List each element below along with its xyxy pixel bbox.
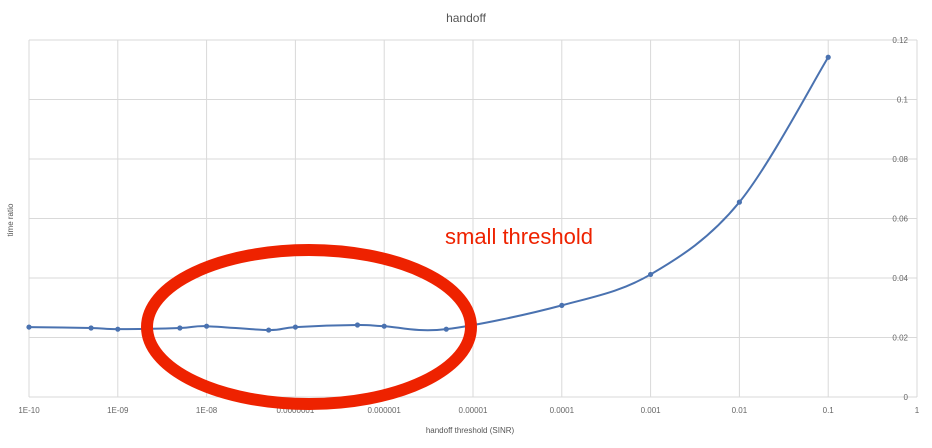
data-point xyxy=(559,302,565,308)
data-point xyxy=(266,327,272,333)
y-axis-label: time ratio xyxy=(6,203,15,236)
x-tick-label: 0.0000001 xyxy=(276,406,314,415)
data-point xyxy=(177,325,183,331)
x-tick-label: 1E-10 xyxy=(18,406,40,415)
y-tick-label: 0.06 xyxy=(892,215,908,224)
x-tick-label: 0.000001 xyxy=(368,406,402,415)
chart-title: handoff xyxy=(446,11,486,25)
series-line xyxy=(28,56,830,332)
x-tick-label: 1E-08 xyxy=(196,406,218,415)
x-tick-label: 1E-09 xyxy=(107,406,129,415)
data-point xyxy=(736,199,743,205)
data-point xyxy=(26,324,32,330)
x-axis-label: handoff threshold (SINR) xyxy=(426,426,515,435)
y-axis-ticks: 0 0.02 0.04 0.06 0.08 0.1 0.12 xyxy=(892,36,908,402)
data-point xyxy=(443,326,449,332)
x-tick-label: 0.0001 xyxy=(550,406,575,415)
y-tick-label: 0.08 xyxy=(892,155,908,164)
x-tick-label: 0.00001 xyxy=(459,406,488,415)
y-tick-label: 0.04 xyxy=(892,274,908,283)
annotation-small-threshold: small threshold xyxy=(445,224,593,249)
x-tick-label: 0.1 xyxy=(823,406,835,415)
y-tick-label: 0.02 xyxy=(892,334,908,343)
data-point xyxy=(292,324,298,330)
x-axis-ticks: 1E-10 1E-09 1E-08 0.0000001 0.000001 0.00001 0… xyxy=(18,406,919,415)
data-point xyxy=(825,54,831,60)
x-tick-label: 0.001 xyxy=(641,406,662,415)
data-point xyxy=(115,326,121,332)
data-point xyxy=(381,323,387,329)
data-point xyxy=(88,325,94,331)
data-point xyxy=(204,323,210,329)
series-group xyxy=(26,54,831,333)
x-tick-label: 0.01 xyxy=(732,406,748,415)
highlight-ellipse xyxy=(141,244,477,410)
y-tick-label: 0.12 xyxy=(892,36,908,45)
y-tick-label: 0 xyxy=(904,393,909,402)
y-tick-label: 0.1 xyxy=(897,96,909,105)
data-point xyxy=(648,271,654,278)
data-point xyxy=(354,322,361,328)
x-tick-label: 1 xyxy=(915,406,920,415)
